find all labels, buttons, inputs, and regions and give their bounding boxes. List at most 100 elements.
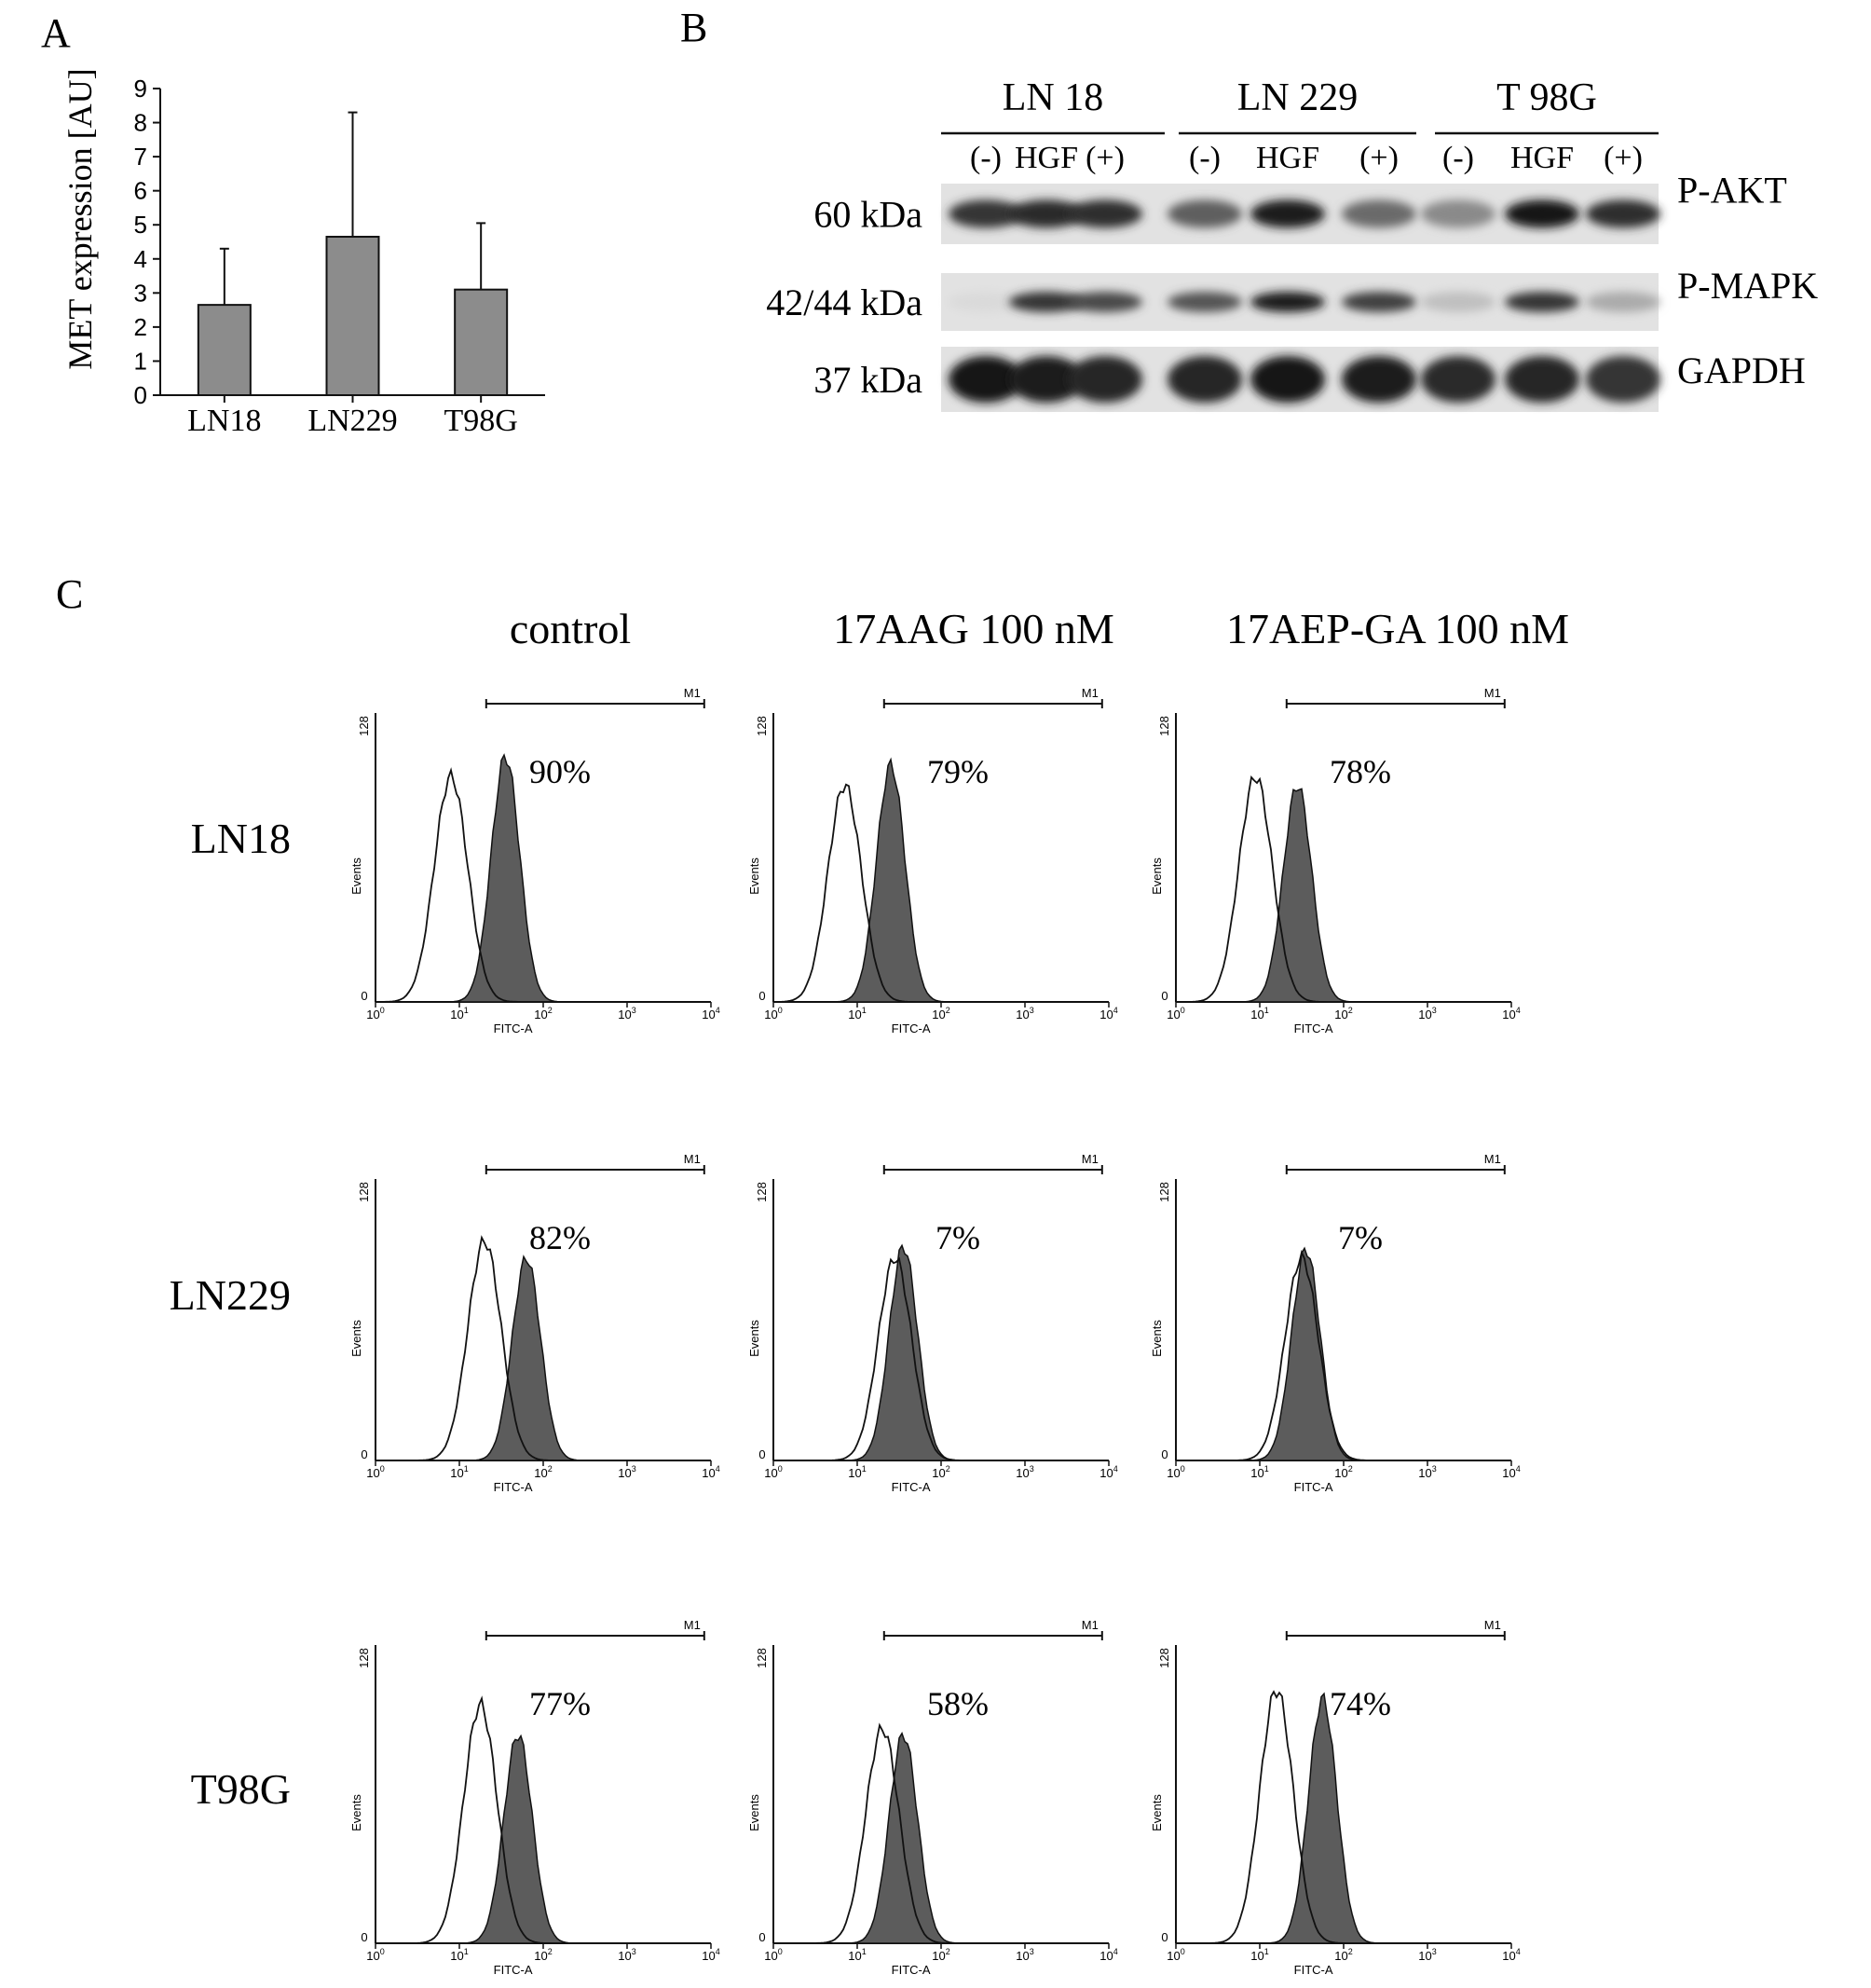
blot-band — [949, 356, 1023, 403]
flow-cytometry-histograms: control 17AAG 100 nM 17AEP-GA 100 nM LN18 LN… — [170, 605, 1569, 1977]
hist-x-tick-label: 101 — [450, 1947, 468, 1963]
hist-x-tick-label: 103 — [1016, 1947, 1033, 1963]
bar-y-tick-label: 0 — [134, 381, 147, 409]
hist-x-tick-label: 103 — [1418, 1006, 1436, 1021]
bar-y-tick-label: 4 — [134, 245, 147, 273]
gate-label: M1 — [1484, 686, 1501, 700]
hist-xlabel: FITC-A — [892, 1480, 931, 1494]
bar-y-tick-label: 8 — [134, 109, 147, 137]
histogram-ln229-2: M1 7% 128 0 Events 100 101 102 103 104 FITC-A — [747, 1152, 1118, 1494]
blot-lane-label: HGF — [1510, 141, 1574, 175]
control-histogram — [773, 1722, 1109, 1944]
blot-band — [1586, 292, 1660, 312]
hist-xlabel: FITC-A — [892, 1021, 931, 1035]
stained-histogram — [773, 1243, 1109, 1461]
hist-x-tick-label: 102 — [1334, 1947, 1352, 1963]
condition-label: 17AEP-GA 100 nM — [1226, 605, 1569, 652]
hist-xlabel: FITC-A — [1294, 1963, 1333, 1977]
hist-x-tick-label: 102 — [932, 1464, 949, 1480]
condition-label: 17AAG 100 nM — [833, 605, 1114, 652]
hist-x-tick-label: 104 — [1502, 1006, 1520, 1021]
hist-y-zero-label: 0 — [1161, 1447, 1168, 1461]
hist-x-tick-label: 104 — [1502, 1947, 1520, 1963]
blot-band — [1068, 199, 1142, 228]
hist-y-max-label: 128 — [755, 1182, 769, 1202]
condition-label: control — [510, 605, 631, 652]
hist-x-tick-label: 101 — [450, 1006, 468, 1021]
hist-x-tick-label: 100 — [366, 1006, 384, 1021]
hist-y-max-label: 128 — [755, 716, 769, 736]
control-histogram — [773, 1256, 1109, 1461]
hist-x-tick-label: 101 — [450, 1464, 468, 1480]
percent-label: 58% — [927, 1685, 989, 1722]
hist-x-tick-label: 103 — [1016, 1006, 1033, 1021]
blot-band — [1342, 356, 1416, 403]
hist-x-tick-label: 101 — [1250, 1947, 1268, 1963]
blot-lane-label: (+) — [1086, 141, 1125, 175]
hist-x-tick-label: 100 — [1167, 1464, 1184, 1480]
hist-x-tick-label: 101 — [1250, 1006, 1268, 1021]
hist-x-tick-label: 102 — [932, 1947, 949, 1963]
row-cell-line-label: LN229 — [170, 1271, 291, 1319]
bar-y-tick-label: 2 — [134, 313, 147, 341]
hist-x-tick-label: 100 — [1167, 1006, 1184, 1021]
gate-label: M1 — [684, 1618, 701, 1632]
percent-label: 90% — [529, 753, 591, 790]
control-histogram — [376, 767, 711, 1003]
hist-y-zero-label: 0 — [361, 1447, 367, 1461]
blot-band — [1009, 356, 1084, 403]
histogram-ln229-1: M1 82% 128 0 Events 100 101 102 103 104 FITC-A — [349, 1152, 720, 1494]
blot-size-label: 42/44 kDa — [766, 281, 922, 323]
blot-protein-label: GAPDH — [1677, 350, 1806, 391]
hist-y-max-label: 128 — [1157, 1182, 1171, 1202]
percent-label: 78% — [1330, 753, 1391, 790]
hist-x-tick-label: 103 — [618, 1464, 635, 1480]
gate-label: M1 — [1082, 1152, 1099, 1166]
hist-xlabel: FITC-A — [1294, 1480, 1333, 1494]
blot-cell-line-label: LN 229 — [1237, 76, 1359, 119]
hist-y-zero-label: 0 — [758, 1447, 765, 1461]
blot-lane-label: (-) — [1442, 141, 1474, 175]
blot-band — [1505, 199, 1579, 228]
hist-x-tick-label: 103 — [618, 1947, 635, 1963]
bar-ln229 — [325, 236, 380, 396]
hist-x-tick-label: 101 — [848, 1006, 866, 1021]
hist-x-tick-label: 102 — [1334, 1006, 1352, 1021]
blot-band — [949, 292, 1023, 312]
western-blot: LN 18 LN 229 T 98G(-) HGF (+) (-) HGF (+) (-) HGF… — [766, 76, 1818, 412]
blot-band — [1168, 199, 1242, 228]
hist-ylabel: Events — [747, 857, 761, 895]
histogram-t98g-2: M1 58% 128 0 Events 100 101 102 103 104 FITC-A — [747, 1618, 1118, 1977]
blot-band — [1421, 356, 1495, 403]
control-histogram — [772, 783, 1109, 1003]
hist-x-tick-label: 104 — [1099, 1464, 1117, 1480]
panel-label-b: B — [680, 5, 707, 50]
hist-ylabel: Events — [349, 1320, 363, 1357]
hist-ylabel: Events — [349, 1794, 363, 1831]
hist-xlabel: FITC-A — [494, 1963, 533, 1977]
hist-x-tick-label: 101 — [848, 1947, 866, 1963]
hist-y-max-label: 128 — [357, 716, 371, 736]
percent-label: 77% — [529, 1685, 591, 1722]
hist-y-zero-label: 0 — [361, 1930, 367, 1944]
row-cell-line-label: T98G — [191, 1765, 291, 1813]
blot-band — [1421, 292, 1495, 312]
stained-histogram — [1176, 788, 1511, 1003]
hist-x-tick-label: 102 — [534, 1006, 552, 1021]
stained-histogram — [376, 1254, 711, 1461]
hist-x-tick-label: 103 — [1016, 1464, 1033, 1480]
blot-lane-label: (-) — [970, 141, 1002, 175]
percent-label: 82% — [529, 1219, 591, 1256]
gate-label: M1 — [684, 686, 701, 700]
hist-x-tick-label: 100 — [1167, 1947, 1184, 1963]
blot-protein-label: P-MAPK — [1677, 265, 1818, 307]
bar-category-label: LN18 — [187, 404, 261, 438]
histogram-ln18-3: M1 78% 128 0 Events 100 101 102 103 104 FITC-A — [1150, 686, 1521, 1035]
percent-label: 7% — [936, 1219, 980, 1256]
hist-y-zero-label: 0 — [758, 989, 765, 1003]
blot-lane-label: HGF — [1256, 141, 1319, 175]
blot-lane-label: (+) — [1359, 141, 1399, 175]
hist-x-tick-label: 104 — [1502, 1464, 1520, 1480]
hist-x-tick-label: 103 — [618, 1006, 635, 1021]
histogram-t98g-3: M1 74% 128 0 Events 100 101 102 103 104 FITC-A — [1150, 1618, 1521, 1977]
